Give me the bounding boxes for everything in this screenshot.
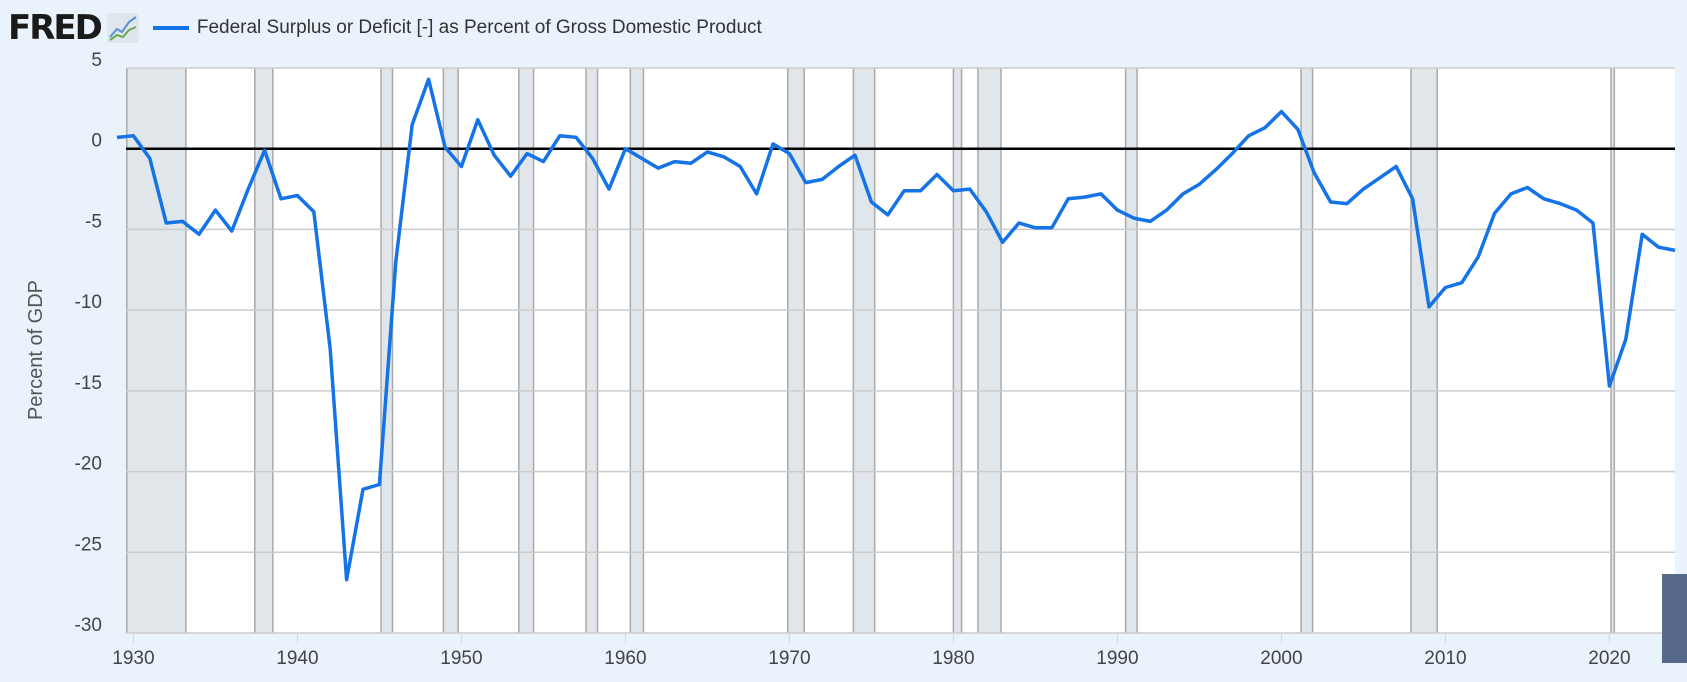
legend-swatch <box>152 26 189 30</box>
recession-band <box>1611 68 1615 633</box>
y-tick-label: -20 <box>75 454 102 475</box>
x-tick-label: 1930 <box>112 648 154 669</box>
recession-band <box>1301 68 1313 633</box>
recession-band <box>1410 68 1438 633</box>
recession-band <box>254 68 273 633</box>
x-tick-label: 1940 <box>276 648 318 669</box>
x-tick-label: 1970 <box>768 648 810 669</box>
recession-band <box>853 68 875 633</box>
x-tick-label: 1960 <box>604 648 646 669</box>
y-tick-label: 0 <box>91 131 102 152</box>
recession-band <box>953 68 962 633</box>
x-tick-label: 1950 <box>440 648 482 669</box>
y-tick-label: -5 <box>85 211 102 232</box>
chart-logo-icon <box>106 13 139 43</box>
chart-header: FRED Federal Surplus or Deficit [-] as P… <box>8 8 762 48</box>
recession-band <box>787 68 805 633</box>
x-tick-label: 2000 <box>1260 648 1302 669</box>
y-tick-label: -25 <box>75 534 102 555</box>
recession-band <box>443 68 459 633</box>
x-tick-label: 2020 <box>1588 648 1630 669</box>
recession-band <box>978 68 1001 633</box>
y-axis-label: Percent of GDP <box>25 280 47 420</box>
recession-band <box>630 68 644 633</box>
recession-band <box>1125 68 1138 633</box>
legend-label[interactable]: Federal Surplus or Deficit [-] as Percen… <box>196 17 762 38</box>
series-line[interactable] <box>116 77 1676 582</box>
y-tick-label: -10 <box>75 292 102 313</box>
y-tick-label: 5 <box>91 50 102 71</box>
recession-band <box>518 68 534 633</box>
scroll-handle[interactable] <box>1662 574 1687 663</box>
fred-logo[interactable]: FRED <box>8 8 103 48</box>
recession-band <box>586 68 598 633</box>
recession-band <box>381 68 393 633</box>
x-tick-label: 2010 <box>1424 648 1466 669</box>
y-tick-label: -30 <box>75 615 102 636</box>
plot-area <box>126 68 1675 633</box>
x-tick-label: 1980 <box>932 648 974 669</box>
y-tick-label: -15 <box>75 373 102 394</box>
recession-band <box>126 68 186 633</box>
x-tick-label: 1990 <box>1096 648 1138 669</box>
